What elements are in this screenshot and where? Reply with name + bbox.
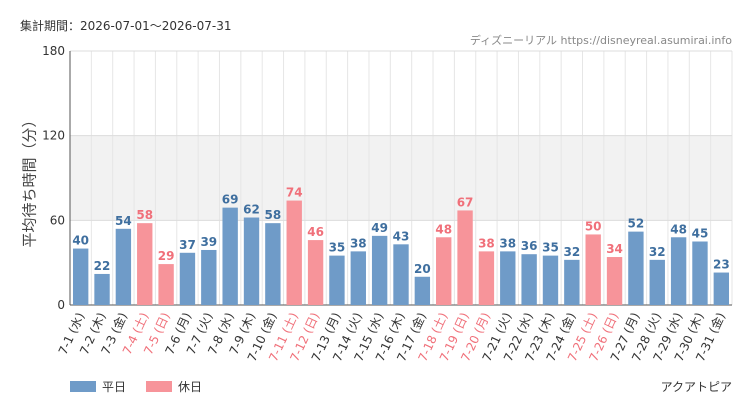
bar-value-label: 23 — [713, 258, 730, 272]
bar[interactable] — [179, 252, 196, 305]
bar-value-label: 38 — [499, 236, 516, 250]
bar[interactable] — [692, 241, 708, 306]
bar[interactable] — [94, 273, 110, 305]
bar[interactable] — [713, 272, 730, 305]
bar-value-label: 49 — [371, 221, 388, 235]
bar-value-label: 67 — [457, 195, 474, 209]
park-name: アクアトピア — [660, 380, 732, 394]
credit-text: ディズニーリアル https://disneyreal.asumirai.inf… — [469, 34, 732, 47]
bar[interactable] — [628, 231, 644, 305]
bar-value-label: 58 — [265, 208, 282, 222]
bar[interactable] — [371, 235, 388, 305]
bar[interactable] — [457, 210, 473, 305]
bar-value-label: 20 — [414, 262, 431, 276]
legend-item-holiday[interactable]: 休日 — [146, 378, 202, 395]
y-tick-label: 180 — [42, 44, 65, 58]
grid-band — [70, 135, 732, 221]
bar-value-label: 62 — [243, 203, 260, 217]
bar[interactable] — [72, 248, 89, 305]
bar-value-label: 39 — [200, 235, 217, 249]
bar-value-label: 48 — [670, 222, 687, 236]
bar-value-label: 38 — [478, 236, 495, 250]
bar-value-label: 50 — [585, 219, 602, 233]
legend-item-weekday[interactable]: 平日 — [70, 378, 126, 395]
bar-value-label: 48 — [435, 222, 452, 236]
bar[interactable] — [670, 237, 687, 305]
bar-value-label: 74 — [286, 186, 303, 200]
legend-swatch-holiday — [146, 381, 173, 392]
bar[interactable] — [222, 207, 238, 305]
bar[interactable] — [414, 276, 431, 305]
legend-label-weekday: 平日 — [102, 380, 127, 394]
bar-value-label: 58 — [136, 208, 153, 222]
bar-value-label: 40 — [72, 234, 89, 248]
bar[interactable] — [478, 251, 495, 305]
y-tick-label: 60 — [50, 213, 65, 227]
bar[interactable] — [158, 264, 174, 305]
bar[interactable] — [393, 244, 409, 305]
bar-value-label: 38 — [350, 236, 367, 250]
bar[interactable] — [115, 228, 132, 305]
bar[interactable] — [350, 251, 366, 305]
bar-value-label: 35 — [542, 241, 559, 255]
bar-value-label: 35 — [329, 241, 346, 255]
bar[interactable] — [542, 255, 559, 305]
bar-value-label: 34 — [606, 242, 623, 256]
bar[interactable] — [521, 254, 537, 305]
period-text: 集計期間：2026-07-01〜2026-07-31 — [20, 19, 232, 33]
y-tick-label: 120 — [42, 129, 65, 143]
bar[interactable] — [564, 259, 580, 305]
bar[interactable] — [649, 259, 665, 305]
legend-label-holiday: 休日 — [178, 380, 203, 394]
bar[interactable] — [329, 255, 345, 305]
bar[interactable] — [286, 200, 302, 305]
bar[interactable] — [500, 251, 516, 305]
bar-value-label: 45 — [692, 227, 709, 241]
bar[interactable] — [585, 234, 601, 305]
legend: 平日 休日 — [70, 378, 202, 395]
bar-value-label: 32 — [563, 245, 580, 259]
bar-value-label: 54 — [115, 214, 132, 228]
bar[interactable] — [137, 223, 153, 305]
bar[interactable] — [307, 240, 324, 305]
bar-value-label: 52 — [628, 217, 645, 231]
bar[interactable] — [606, 257, 623, 305]
bar-value-label: 32 — [649, 245, 666, 259]
bar-value-label: 69 — [222, 193, 239, 207]
bar-value-label: 43 — [393, 229, 410, 243]
bar[interactable] — [201, 249, 217, 305]
bar[interactable] — [265, 223, 281, 305]
bar-value-label: 22 — [94, 259, 111, 273]
legend-swatch-weekday — [70, 381, 96, 392]
bar[interactable] — [436, 237, 452, 305]
bar-value-label: 46 — [307, 225, 324, 239]
bar-value-label: 29 — [158, 249, 175, 263]
bar[interactable] — [243, 217, 260, 305]
bar-value-label: 37 — [179, 238, 196, 252]
bar-value-label: 36 — [521, 239, 538, 253]
y-tick-label: 0 — [57, 298, 65, 312]
